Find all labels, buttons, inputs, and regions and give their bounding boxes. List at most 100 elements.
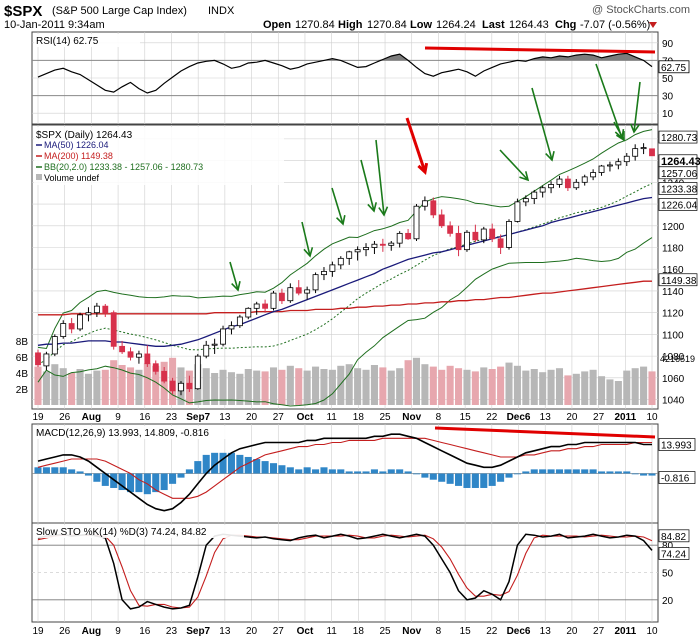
x-tick-label: 13 bbox=[540, 412, 552, 423]
macd-hist-bar bbox=[211, 452, 219, 474]
macd-hist-bar bbox=[59, 467, 67, 474]
macd-hist-bar bbox=[51, 467, 59, 474]
macd-hist-bar bbox=[253, 459, 261, 474]
x-tick-label-bottom: 22 bbox=[486, 626, 498, 637]
sto-right-badge bbox=[658, 529, 690, 543]
macd-hist-bar bbox=[648, 473, 656, 476]
volume-bar bbox=[429, 366, 437, 405]
candle-body bbox=[136, 353, 142, 358]
candle-body bbox=[438, 214, 445, 227]
x-tick-label-bottom: 10 bbox=[646, 626, 658, 637]
price-panel-frame bbox=[31, 124, 659, 410]
macd-hist-bar bbox=[396, 469, 404, 474]
candle-body bbox=[337, 257, 344, 266]
red-arrow bbox=[405, 117, 427, 173]
price-right-badge bbox=[658, 273, 698, 287]
macd-right-label: -0.816 bbox=[661, 474, 690, 485]
macd-series bbox=[34, 433, 656, 512]
macd-hist-bar bbox=[539, 469, 547, 474]
price-right-badge bbox=[658, 130, 698, 144]
macd-hist-bar bbox=[480, 473, 488, 488]
macd-hist-bar bbox=[320, 467, 328, 474]
candle-body bbox=[573, 181, 580, 189]
candle-body bbox=[531, 191, 538, 200]
macd-hist-bar bbox=[606, 471, 614, 474]
candle-body bbox=[186, 382, 193, 390]
axis-labels: 19 19 26 26 Aug Aug 9 9 16 16 23 23 Sep7 Sep7 13 13 20 20… bbox=[16, 39, 700, 637]
macd-hist-bar bbox=[589, 469, 597, 474]
macd-legend-text: MACD(12,26,9) 13.993, 14.809, -0.816 bbox=[36, 428, 209, 439]
x-tick-label: 8 bbox=[436, 412, 442, 423]
sto-right-badge bbox=[658, 547, 690, 560]
candle-body bbox=[102, 305, 109, 314]
volume-bar bbox=[160, 361, 168, 405]
candle-body bbox=[522, 198, 529, 203]
candle-body bbox=[51, 336, 58, 355]
green-arrow bbox=[229, 261, 239, 291]
x-tick-label-bottom: Nov bbox=[402, 626, 421, 637]
macd-line bbox=[37, 433, 652, 512]
sto-series bbox=[37, 533, 653, 610]
rsi-legend: RSI(14) 62.75 bbox=[34, 34, 140, 47]
green-arrow-head bbox=[336, 215, 346, 226]
candle-body bbox=[354, 249, 361, 253]
candle-body bbox=[262, 303, 269, 309]
candle-body bbox=[77, 314, 83, 330]
x-tick-label-bottom: 9 bbox=[115, 626, 121, 637]
x-tick-label: 2011 bbox=[614, 412, 636, 423]
volume-bar bbox=[640, 366, 648, 405]
x-tick-label-bottom: 20 bbox=[246, 626, 258, 637]
candle-body bbox=[514, 201, 521, 222]
macd-hist-bar bbox=[261, 461, 269, 474]
macd-hist-bar bbox=[227, 452, 235, 474]
macd-hist-bar bbox=[522, 471, 530, 474]
macd-hist-bar bbox=[572, 469, 580, 474]
volume-bar bbox=[555, 368, 564, 405]
volume-bar bbox=[126, 367, 135, 405]
green-arrow-head bbox=[367, 202, 378, 213]
green-arrow bbox=[301, 221, 311, 257]
green-arrow-head bbox=[231, 281, 241, 292]
green-arrow bbox=[595, 63, 623, 139]
macd-hist-bar bbox=[581, 469, 589, 474]
macd-hist-bar bbox=[547, 469, 555, 474]
volume-bar bbox=[76, 369, 84, 405]
volume-tick-label: 6B bbox=[16, 353, 29, 364]
candle-body bbox=[640, 147, 647, 150]
macd-hist-bar bbox=[345, 471, 353, 474]
macd-hist-bar bbox=[135, 473, 143, 493]
quote-summary: Open 1270.84 High 1270.84 Low 1264.24 La… bbox=[263, 19, 657, 31]
price-tick-label: 1040 bbox=[662, 396, 685, 407]
volume-bar bbox=[631, 368, 639, 405]
macd-hist-bar bbox=[513, 473, 521, 475]
volume-bar bbox=[446, 365, 454, 405]
macd-hist-bar bbox=[42, 467, 50, 474]
candle-body bbox=[253, 303, 260, 309]
macd-hist-bar bbox=[362, 471, 370, 474]
volume-bar bbox=[101, 369, 109, 405]
green-arrow bbox=[360, 159, 375, 212]
watermark: @ StockCharts.com bbox=[592, 4, 690, 16]
candle-body bbox=[194, 355, 201, 390]
candle-body bbox=[312, 274, 319, 291]
sto-right-label: 74.24 bbox=[661, 549, 686, 560]
x-tick-label-bottom: 26 bbox=[59, 626, 71, 637]
sto-legend-text: Slow STO %K(14) %D(3) 74.24, 84.82 bbox=[36, 527, 207, 538]
bb-legend: BB(20,2.0) 1233.38 - 1257.06 - 1280.73 bbox=[44, 162, 203, 172]
candle-body bbox=[489, 228, 496, 240]
volume-bar bbox=[345, 364, 353, 405]
candle-body bbox=[548, 184, 554, 189]
volume-bar bbox=[539, 372, 547, 405]
low-label: Low bbox=[410, 19, 432, 31]
green-arrow-head bbox=[378, 206, 389, 217]
macd-hist-bar bbox=[463, 473, 471, 488]
volume-bar bbox=[337, 365, 345, 405]
green-arrow-head bbox=[615, 130, 625, 142]
x-tick-label: Sep7 bbox=[186, 412, 210, 423]
volume-bar bbox=[227, 372, 235, 405]
macd-hist-bar bbox=[421, 473, 429, 478]
x-tick-label-bottom: Oct bbox=[297, 626, 314, 637]
index-name: (S&P 500 Large Cap Index) bbox=[52, 5, 187, 17]
macd-right-label: 13.993 bbox=[661, 441, 692, 452]
